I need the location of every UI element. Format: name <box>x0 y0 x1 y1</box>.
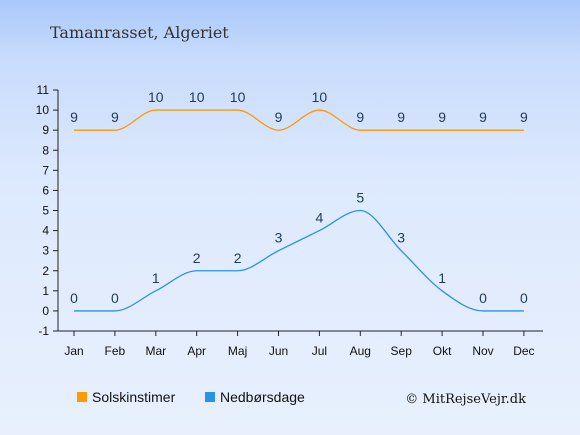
sunshine-data-label: 9 <box>479 109 487 125</box>
y-tick-label: 10 <box>36 103 50 117</box>
sunshine-data-label: 9 <box>520 109 528 125</box>
x-tick-label: Okt <box>433 344 452 358</box>
rain-data-label: 2 <box>234 250 242 266</box>
sunshine-legend-swatch <box>77 392 87 402</box>
sunshine-data-label: 10 <box>230 89 246 105</box>
x-tick-label: Jul <box>312 344 327 358</box>
x-tick-label: Jan <box>64 344 83 358</box>
y-tick-label: 3 <box>42 244 49 258</box>
x-tick-label: Maj <box>228 344 247 358</box>
rain-data-label: 1 <box>152 270 160 286</box>
x-tick-label: Apr <box>187 344 206 358</box>
x-tick-label: Jun <box>269 344 288 358</box>
x-tick-label: Aug <box>350 344 371 358</box>
rain-data-label: 1 <box>438 270 446 286</box>
rain-data-label: 5 <box>356 190 364 206</box>
sunshine-data-label: 10 <box>148 89 164 105</box>
rain-data-label: 0 <box>479 290 487 306</box>
rain-data-label: 3 <box>397 230 405 246</box>
rain-data-label: 2 <box>193 250 201 266</box>
sunshine-data-label: 10 <box>189 89 205 105</box>
sunshine-data-label: 9 <box>356 109 364 125</box>
sunshine-data-label: 9 <box>275 109 283 125</box>
y-tick-label: -1 <box>38 324 49 338</box>
y-tick-label: 0 <box>42 304 49 318</box>
x-tick-label: Nov <box>472 344 493 358</box>
rain-data-label: 4 <box>316 210 324 226</box>
legend: Solskinstimer Nedbørsdage <box>77 389 305 405</box>
credit-text: © MitRejseVejr.dk <box>405 392 526 407</box>
sunshine-data-label: 9 <box>397 109 405 125</box>
rain-data-label: 0 <box>520 290 528 306</box>
sunshine-series-line <box>74 109 524 131</box>
rain-legend-swatch <box>205 392 215 402</box>
y-tick-label: 2 <box>42 264 49 278</box>
y-tick-label: 8 <box>42 143 49 157</box>
rain-data-label: 0 <box>111 290 119 306</box>
x-tick-label: Mar <box>145 344 166 358</box>
sunshine-data-label: 9 <box>111 109 119 125</box>
rain-series-line <box>74 209 524 312</box>
y-tick-label: 5 <box>42 204 49 218</box>
y-tick-label: 9 <box>42 123 49 137</box>
rain-data-label: 0 <box>70 290 78 306</box>
rain-legend-label: Nedbørsdage <box>220 389 305 405</box>
sunshine-data-label: 9 <box>438 109 446 125</box>
y-tick-label: 11 <box>37 83 50 97</box>
sunshine-legend-label: Solskinstimer <box>92 389 176 405</box>
y-tick-label: 7 <box>42 163 49 177</box>
x-tick-label: Feb <box>105 344 126 358</box>
x-tick-label: Sep <box>391 344 413 358</box>
y-tick-label: 4 <box>42 224 49 238</box>
sunshine-data-label: 10 <box>312 89 328 105</box>
y-tick-label: 6 <box>42 183 49 197</box>
chart-title: Tamanrasset, Algeriet <box>50 23 229 42</box>
x-tick-label: Dec <box>513 344 534 358</box>
y-tick-label: 1 <box>42 284 49 298</box>
rain-data-label: 3 <box>275 230 283 246</box>
sunshine-data-label: 9 <box>70 109 78 125</box>
